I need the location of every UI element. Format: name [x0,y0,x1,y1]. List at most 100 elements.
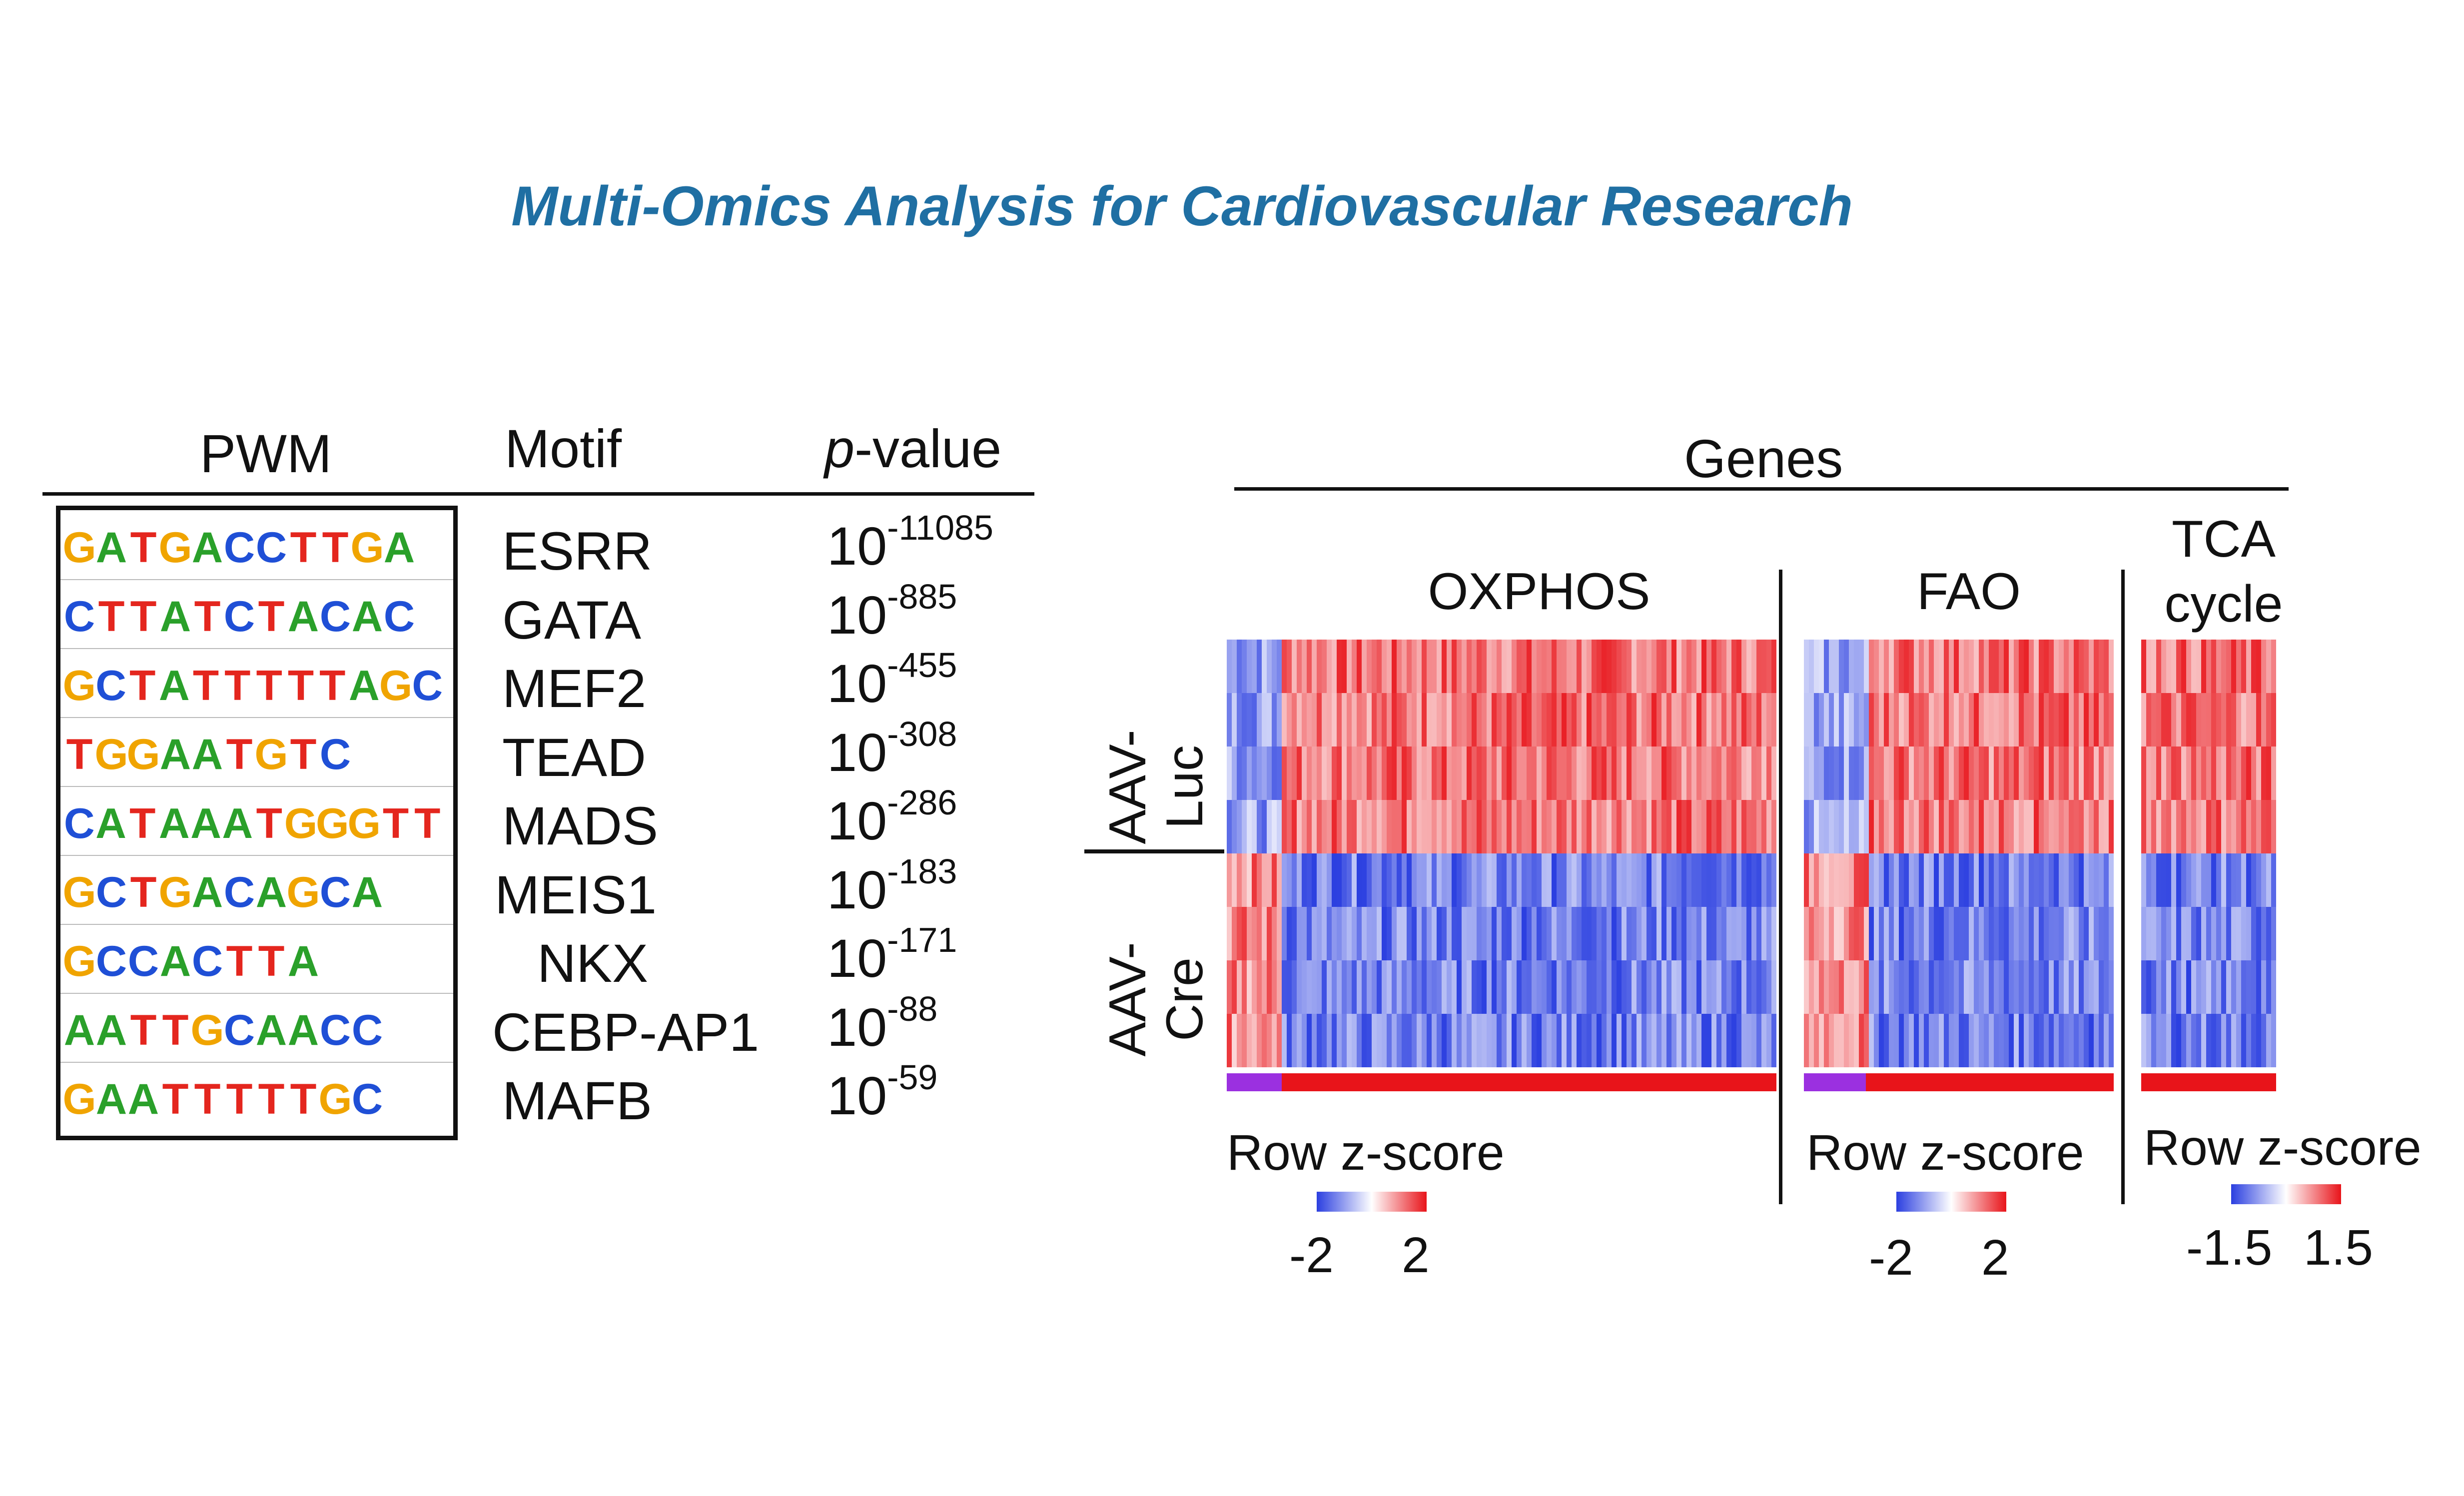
heatmap-cell [1442,693,1447,747]
heatmap-cell [1661,960,1667,1014]
heatmap-cell [1277,960,1282,1014]
heatmap-cell [1427,640,1432,693]
heatmap-cell [2109,1014,2114,1067]
pwm-letter: A [352,593,383,641]
heatmap-cell [1337,640,1342,693]
pwm-letter: A [96,524,127,572]
heatmap-cell [1731,640,1737,693]
heatmap-cell [1949,800,1954,853]
pwm-letter: G [94,731,128,778]
heatmap-cell [2236,640,2242,693]
heatmap-cell [1854,747,1859,800]
heatmap-cell [1427,907,1432,960]
heatmap-cell [2039,747,2044,800]
heatmap-cell [1432,640,1437,693]
heatmap-cell [1502,907,1507,960]
heatmap-cell [1322,907,1327,960]
heatmap-cell [1612,907,1617,960]
pwm-letter: C [320,868,351,916]
pvalue-exponent: -455 [887,646,957,685]
heatmap-cell [1829,747,1834,800]
heatmap-cell [1884,693,1889,747]
heatmap-cell [1242,960,1247,1014]
heatmap-cell [2221,853,2227,907]
heatmap-cell [1392,960,1397,1014]
heatmap-cell [2054,747,2059,800]
heatmap-cell [1567,693,1572,747]
heatmap-cell [2009,640,2014,693]
heatmap-cell [1766,693,1772,747]
pwm-letter: A [192,524,223,572]
heatmap-cell [2039,1014,2044,1067]
heatmap-cell [1929,640,1934,693]
heatmap-cell [1392,640,1397,693]
heatmap-cell [2271,1014,2276,1067]
pvalue-base: 10 [827,928,887,988]
heatmap-cell [1809,853,1814,907]
heatmap-cell [1502,960,1507,1014]
heatmap-cell [2009,960,2014,1014]
heatmap-cell [1919,1014,1924,1067]
heatmap-cell [1884,747,1889,800]
heatmap-cell [1362,747,1367,800]
heatmap-cell [1477,640,1482,693]
heatmap-cell [2034,693,2039,747]
heatmap-cell [1939,960,1944,1014]
heatmap-cell [1751,960,1757,1014]
heatmap-cell [2064,1014,2069,1067]
heatmap-cell [1432,960,1437,1014]
heatmap-cell [1979,800,1984,853]
heatmap-cell [2146,853,2152,907]
heatmap-cell [1944,907,1949,960]
heatmap-cell [1497,853,1502,907]
heatmap-cell [1869,800,1874,853]
heatmap-cell [1582,907,1587,960]
heatmap-cell [2256,693,2262,747]
zscore-max-tca: 1.5 [2304,1220,2374,1276]
pwm-letter: C [384,593,415,641]
heatmap-cell [1427,747,1432,800]
heatmap-cell [1874,747,1879,800]
heatmap-cell [1889,853,1894,907]
heatmap-cell [1572,907,1577,960]
heatmap-cell [1627,640,1632,693]
heatmap-cell [1307,853,1312,907]
heatmap-cell [1497,907,1502,960]
heatmap-cell [1919,693,1924,747]
heatmap-cell [1884,800,1889,853]
heatmap-cell [1959,800,1964,853]
heatmap-cell [2039,800,2044,853]
heatmap-cell [1352,640,1357,693]
heatmap-cell [1442,747,1447,800]
heatmap-cell [1661,693,1667,747]
heatmap-cell [1582,640,1587,693]
heatmap-cell [2161,960,2167,1014]
heatmap-cell [2191,800,2197,853]
heatmap-cell [1959,853,1964,907]
heatmap-cell [1577,960,1582,1014]
heatmap-cell [1582,693,1587,747]
heatmap-cell [1227,907,1232,960]
pvalue-header-suffix: -value [854,418,1002,479]
pwm-letter: A [96,1006,127,1054]
heatmap-cell [1597,800,1602,853]
heatmap-cell [1637,693,1642,747]
heatmap-cell [1352,1014,1357,1067]
heatmap-cell [2014,747,2019,800]
heatmap-cell [2251,960,2257,1014]
heatmap-cell [1412,907,1417,960]
heatmap-cell [2186,907,2192,960]
heatmap-cell [1726,853,1732,907]
heatmap-cell [1637,853,1642,907]
heatmap-cell [1462,693,1467,747]
heatmap-cell [1302,853,1307,907]
heatmap-cell [2044,800,2049,853]
heatmap-cell [1292,853,1297,907]
heatmap-cell [1367,960,1372,1014]
heatmap-cell [1736,960,1742,1014]
heatmap-cell [1327,800,1332,853]
heatmap-cell [1716,640,1722,693]
heatmap-cell [2034,747,2039,800]
heatmap-cell [2266,960,2272,1014]
heatmap-cell [2201,853,2207,907]
